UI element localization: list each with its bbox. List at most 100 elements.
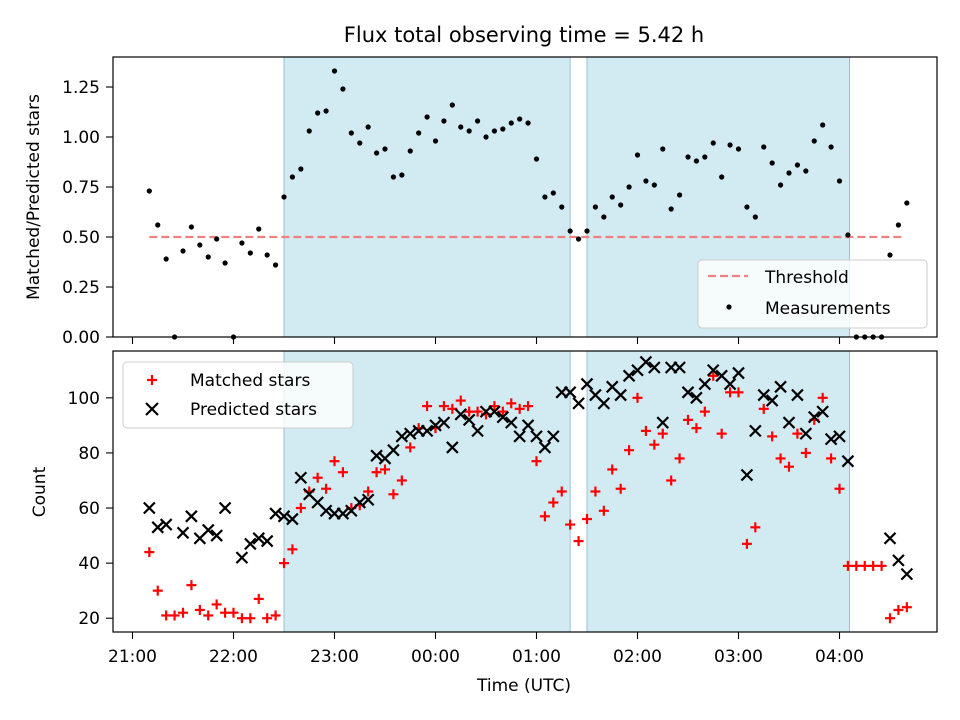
measurement-point bbox=[407, 148, 413, 154]
measurement-point bbox=[820, 122, 826, 128]
top-y-tick-label: 0.25 bbox=[62, 278, 100, 298]
predicted-star-point bbox=[395, 430, 409, 443]
matched-star-point bbox=[523, 401, 534, 412]
bottom-y-tick-label: 80 bbox=[78, 444, 100, 464]
measurement-point bbox=[533, 156, 540, 162]
predicted-star-point bbox=[622, 369, 636, 383]
matched-star-point bbox=[565, 519, 576, 530]
top-plot-frame bbox=[112, 56, 938, 338]
measurement-point bbox=[542, 194, 548, 200]
matched-star-point bbox=[363, 486, 374, 497]
measurement-point bbox=[719, 174, 725, 180]
measurement-point bbox=[188, 224, 195, 230]
legend-predicted-swatch bbox=[145, 402, 159, 416]
measurement-point bbox=[348, 130, 354, 136]
measurement-point bbox=[794, 162, 801, 168]
measurement-point bbox=[491, 128, 498, 134]
matched-star-point bbox=[203, 610, 214, 621]
measurement-point bbox=[146, 188, 152, 194]
matched-star-point bbox=[388, 489, 399, 500]
measurement-point bbox=[256, 226, 262, 232]
matched-star-point bbox=[657, 428, 668, 439]
measurement-point bbox=[904, 200, 910, 206]
matched-star-point bbox=[295, 503, 306, 514]
measurement-point bbox=[845, 232, 851, 238]
measurement-point bbox=[618, 202, 624, 208]
x-tick-label: 04:00 bbox=[815, 647, 864, 667]
chart-title: Flux total observing time = 5.42 h bbox=[344, 23, 704, 47]
predicted-star-point bbox=[462, 413, 476, 427]
predicted-star-point bbox=[740, 468, 754, 482]
measurement-point bbox=[272, 262, 279, 268]
predicted-star-point bbox=[791, 388, 804, 402]
matched-star-point bbox=[497, 406, 508, 417]
matched-star-point bbox=[582, 514, 592, 525]
measurement-point bbox=[315, 110, 321, 116]
measurement-point bbox=[676, 192, 683, 198]
matched-star-point bbox=[792, 428, 803, 439]
matched-star-point bbox=[262, 613, 273, 624]
measurement-point bbox=[592, 204, 599, 210]
matched-star-point bbox=[539, 511, 550, 522]
predicted-star-point bbox=[816, 405, 829, 418]
predicted-star-point bbox=[580, 377, 594, 391]
matched-star-point bbox=[615, 483, 626, 494]
predicted-star-point bbox=[547, 430, 560, 443]
matched-star-point bbox=[556, 486, 567, 497]
measurement-point bbox=[483, 134, 489, 140]
bottom-y-tick-label: 60 bbox=[78, 499, 100, 519]
measurement-point bbox=[155, 222, 161, 228]
measurement-point bbox=[365, 124, 371, 130]
matched-star-point bbox=[194, 604, 205, 615]
measurement-point bbox=[660, 146, 666, 152]
measurement-point bbox=[264, 252, 270, 258]
matched-star-point bbox=[767, 431, 778, 442]
predicted-star-point bbox=[892, 554, 905, 567]
matched-star-point bbox=[531, 456, 542, 467]
matched-star-point bbox=[590, 486, 601, 497]
predicted-star-point bbox=[723, 377, 737, 391]
predicted-star-point bbox=[252, 532, 266, 545]
matched-star-point bbox=[371, 467, 382, 478]
top-y-tick-label: 1.25 bbox=[62, 78, 100, 98]
matched-star-point bbox=[279, 558, 289, 569]
matched-star-point bbox=[725, 387, 736, 398]
top-x-tick-marks bbox=[131, 337, 841, 344]
matched-star-point bbox=[800, 447, 811, 458]
predicted-star-point bbox=[260, 534, 274, 548]
matched-star-point bbox=[674, 453, 685, 464]
matched-star-point bbox=[607, 464, 618, 475]
matched-star-point bbox=[178, 607, 188, 618]
predicted-star-point bbox=[353, 496, 367, 509]
measurement-point bbox=[163, 256, 169, 262]
x-tick-label: 00:00 bbox=[411, 647, 460, 667]
matched-star-point bbox=[784, 461, 794, 472]
measurement-point bbox=[416, 130, 422, 136]
matched-star-point bbox=[683, 414, 693, 425]
matched-star-point bbox=[220, 607, 231, 618]
matched-star-point bbox=[826, 453, 837, 464]
measurement-point bbox=[702, 154, 708, 160]
top-y-tick-label: 0.00 bbox=[62, 328, 100, 348]
matched-star-point bbox=[842, 560, 853, 571]
shaded-interval-2 bbox=[586, 350, 851, 633]
measurement-point bbox=[382, 146, 388, 152]
measurement-point bbox=[298, 166, 304, 172]
predicted-star-point bbox=[471, 424, 484, 438]
top-y-axis-label: Matched/Predicted stars bbox=[24, 94, 44, 300]
measurement-point bbox=[432, 138, 439, 144]
predicted-star-point bbox=[269, 507, 282, 520]
x-tick-label: 02:00 bbox=[613, 647, 662, 667]
bottom-legend-box bbox=[122, 361, 354, 429]
predicted-star-point bbox=[706, 364, 720, 377]
predicted-star-point bbox=[538, 441, 552, 454]
measurement-point bbox=[828, 144, 834, 150]
predicted-star-point bbox=[319, 504, 333, 518]
x-tick-label: 21:00 bbox=[108, 647, 157, 667]
measurement-point bbox=[340, 86, 346, 92]
matched-star-point bbox=[817, 392, 828, 403]
predicted-star-point bbox=[807, 410, 821, 424]
measurement-point bbox=[643, 178, 649, 184]
matched-star-point bbox=[287, 544, 298, 555]
top-y-tick-label: 0.75 bbox=[62, 178, 100, 198]
